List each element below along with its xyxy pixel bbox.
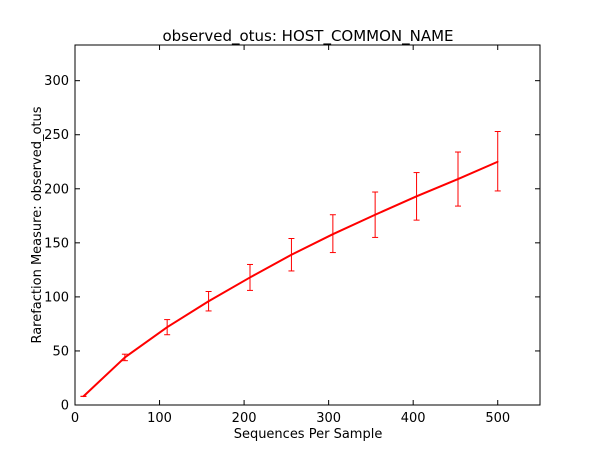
data-point — [457, 178, 459, 180]
plot-area-frame — [74, 44, 541, 406]
x-tick-label: 300 — [316, 411, 341, 426]
error-bars — [80, 130, 501, 397]
series-line — [82, 160, 499, 398]
data-point — [496, 160, 499, 163]
y-tick-label: 150 — [44, 236, 69, 251]
x-tick-label: 100 — [147, 411, 172, 426]
x-tick-label: 200 — [232, 411, 257, 426]
data-point — [166, 326, 168, 328]
data-point — [374, 213, 376, 216]
x-tick-label: 0 — [71, 411, 79, 426]
series-lines — [82, 160, 499, 398]
y-tick-label: 100 — [44, 290, 69, 305]
y-tick-label: 300 — [44, 74, 69, 89]
data-point — [415, 195, 418, 198]
data-point — [124, 356, 126, 359]
y-tick-label: 50 — [52, 344, 69, 359]
x-tick-label: 500 — [485, 411, 510, 426]
data-point — [332, 233, 334, 235]
y-axis-label: Rarefaction Measure: observed_otus — [30, 106, 45, 343]
axis-ticks: 0 100 200 300 400 500 0 50 100 150 200 250 300 — [44, 45, 540, 426]
data-point — [249, 276, 251, 279]
data-point — [290, 253, 293, 256]
data-point — [207, 300, 210, 303]
data-point — [82, 395, 85, 398]
x-tick-label: 400 — [401, 411, 426, 426]
x-axis-label: Sequences Per Sample — [234, 427, 383, 442]
y-tick-label: 200 — [44, 182, 69, 197]
chart-title: observed_otus: HOST_COMMON_NAME — [162, 27, 453, 46]
y-tick-label: 0 — [61, 399, 69, 414]
y-tick-label: 250 — [44, 128, 69, 143]
